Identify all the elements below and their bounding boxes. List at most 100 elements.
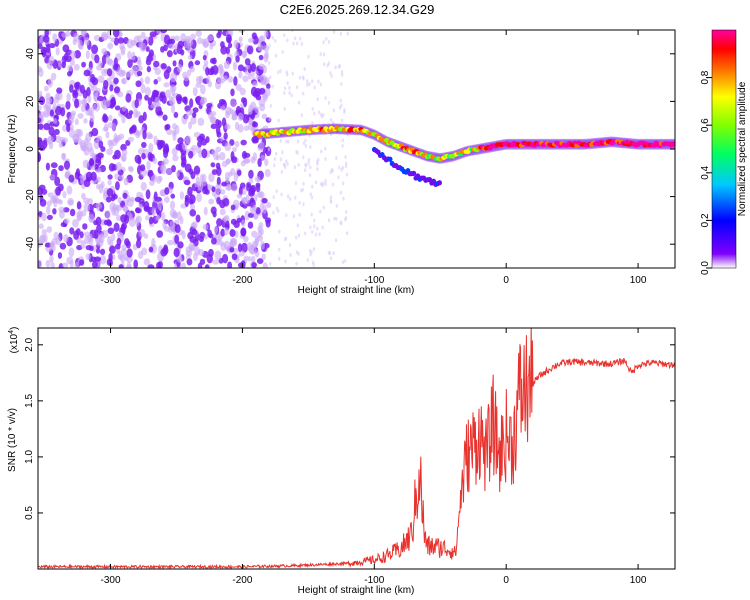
noise-cell [102, 126, 109, 132]
faint-cell [295, 41, 299, 46]
noise-cell [66, 92, 71, 102]
faint-cell [276, 208, 280, 213]
faint-cell [302, 155, 305, 160]
noise-cell [110, 233, 116, 242]
faint-cell [272, 163, 276, 168]
noise-cell [135, 215, 142, 224]
faint-cell [340, 72, 344, 77]
noise-cell [216, 196, 221, 205]
faint-cell [293, 36, 297, 41]
faint-cell [311, 184, 314, 189]
noise-cell [187, 186, 193, 197]
faint-cell [296, 150, 299, 155]
noise-cell [244, 58, 251, 66]
faint-cell [302, 91, 305, 96]
faint-cell [285, 159, 288, 164]
noise-cell [94, 163, 99, 170]
noise-cell [77, 137, 82, 145]
noise-cell [161, 211, 166, 222]
noise-cell [73, 32, 80, 43]
noise-cell [38, 152, 41, 162]
noise-cell [166, 50, 173, 58]
noise-cell [157, 200, 162, 211]
noise-cell [245, 194, 250, 204]
noise-cell [240, 219, 246, 227]
noise-cell [81, 61, 87, 68]
noise-cell [222, 197, 230, 207]
noise-cell [220, 105, 226, 111]
faint-cell [292, 41, 295, 46]
faint-cell [320, 149, 323, 154]
noise-cell [201, 148, 208, 159]
noise-cell [223, 227, 229, 236]
faint-cell [302, 181, 305, 186]
noise-cell [216, 218, 223, 227]
faint-cell [284, 259, 287, 264]
noise-cell [203, 206, 208, 216]
noise-cell [160, 30, 168, 34]
noise-cell [45, 92, 51, 101]
noise-cell [247, 221, 254, 229]
noise-cell [134, 154, 142, 164]
noise-cell [73, 98, 80, 109]
noise-cell [197, 262, 203, 268]
faint-cell [314, 180, 318, 185]
noise-cell [242, 202, 248, 209]
noise-cell [250, 86, 258, 97]
faint-cell [322, 123, 326, 128]
noise-cell [153, 60, 160, 68]
noise-cell [215, 162, 221, 170]
noise-cell [194, 181, 201, 188]
faint-cell [280, 192, 283, 197]
noise-cell [168, 95, 173, 105]
noise-cell [156, 230, 164, 238]
noise-cell [170, 72, 177, 83]
faint-cell [286, 81, 289, 86]
noise-cell [195, 30, 202, 37]
noise-cell [127, 50, 132, 60]
noise-cell [262, 45, 270, 52]
noise-cell [88, 213, 95, 223]
noise-cell [106, 148, 113, 156]
noise-cell [163, 69, 170, 80]
faint-cell [322, 112, 325, 117]
noise-cell [49, 109, 54, 117]
noise-cell [260, 154, 266, 161]
faint-cell [269, 75, 272, 80]
faint-cell [302, 141, 306, 146]
noise-cell [87, 95, 92, 103]
noise-cell [203, 60, 209, 66]
faint-cell [340, 70, 344, 75]
noise-cell [264, 30, 269, 38]
faint-cell [314, 232, 318, 237]
noise-cell [38, 139, 44, 148]
noise-cell [210, 66, 215, 76]
noise-cell [262, 92, 268, 102]
noise-cell [55, 236, 61, 246]
noise-cell [183, 75, 190, 82]
x-tick-label: -200 [232, 575, 252, 586]
noise-cell [38, 105, 42, 111]
noise-cell [39, 111, 47, 118]
noise-cell [188, 199, 194, 205]
x-tick-label: -300 [101, 575, 121, 586]
noise-cell [258, 63, 265, 70]
faint-cell [279, 69, 282, 74]
faint-cell [288, 196, 292, 201]
faint-cell [304, 163, 308, 168]
noise-cell [38, 66, 43, 73]
noise-cell [191, 145, 198, 151]
noise-cell [207, 229, 213, 238]
noise-cell [122, 192, 128, 199]
faint-cell [288, 90, 291, 95]
faint-cell [283, 86, 287, 91]
snr-x-ticks: -300 -200 -100 0 100 [101, 328, 647, 586]
noise-cell [105, 131, 110, 139]
noise-cell [46, 226, 53, 233]
noise-cell [156, 261, 162, 268]
faint-cell [274, 38, 277, 43]
noise-cell [263, 53, 269, 63]
faint-cell [302, 202, 305, 207]
